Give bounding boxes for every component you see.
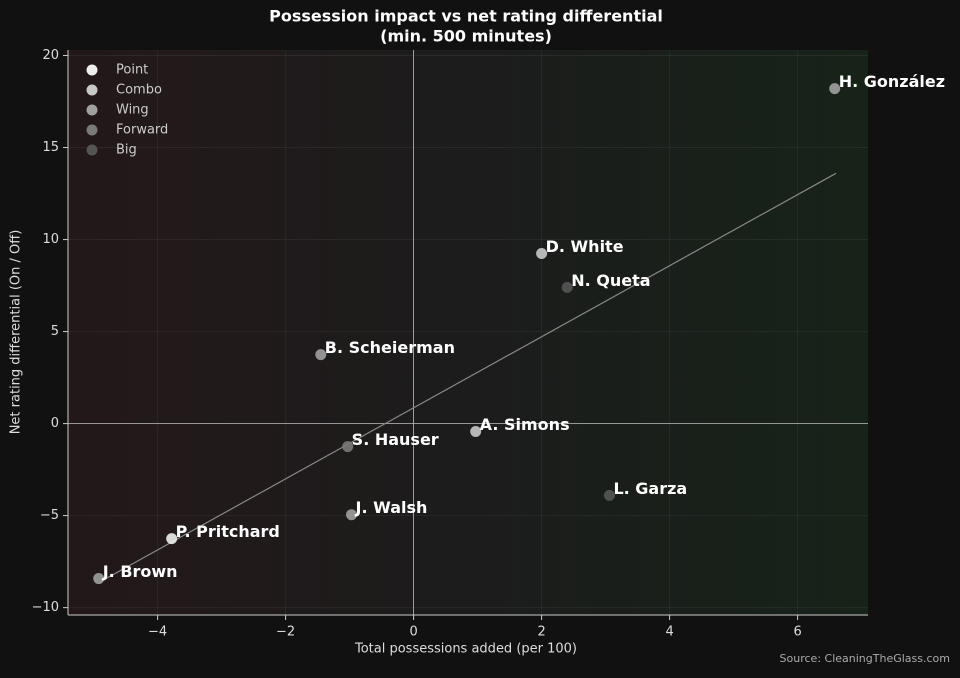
source-note: Source: CleaningTheGlass.com <box>780 652 950 665</box>
y-tick-label: 15 <box>42 140 59 155</box>
y-tick-label: −5 <box>40 508 59 523</box>
x-tick-label: 6 <box>793 625 801 640</box>
data-point <box>470 426 482 438</box>
point-label: A. Simons <box>480 415 570 434</box>
chart-subtitle: (min. 500 minutes) <box>380 27 552 46</box>
legend-marker <box>86 64 98 76</box>
legend-label: Point <box>116 63 148 78</box>
x-tick-label: −4 <box>148 625 167 640</box>
y-tick-label: 0 <box>51 416 59 431</box>
point-label: H. González <box>839 72 945 91</box>
legend-label: Forward <box>116 123 168 138</box>
data-point <box>561 281 573 293</box>
y-tick-label: 10 <box>42 232 59 247</box>
legend-label: Combo <box>116 83 162 98</box>
point-label: P. Pritchard <box>176 522 280 541</box>
data-point <box>536 248 548 260</box>
legend-marker <box>86 144 98 156</box>
data-point <box>342 441 354 453</box>
point-label: J. Walsh <box>355 498 428 517</box>
data-point <box>93 573 105 585</box>
x-tick-label: 0 <box>409 625 417 640</box>
point-label: L. Garza <box>613 479 687 498</box>
x-tick-label: −2 <box>276 625 295 640</box>
chart-title: Possession impact vs net rating differen… <box>269 7 663 26</box>
data-point <box>315 349 327 361</box>
point-label: D. White <box>546 237 624 256</box>
legend-marker <box>86 124 98 136</box>
point-label: S. Hauser <box>352 430 439 449</box>
x-axis-label: Total possessions added (per 100) <box>354 642 577 657</box>
y-axis-label: Net rating differential (On / Off) <box>9 230 24 435</box>
legend-marker <box>86 104 98 116</box>
legend-label: Wing <box>116 103 149 118</box>
trend-line <box>99 172 837 583</box>
data-point <box>346 509 358 521</box>
y-tick-label: 20 <box>42 48 59 63</box>
x-tick-label: 4 <box>665 625 673 640</box>
data-point <box>829 83 841 95</box>
point-label: N. Queta <box>571 271 650 290</box>
point-label: J. Brown <box>102 562 178 581</box>
legend-label: Big <box>116 143 137 158</box>
y-tick-label: −10 <box>32 600 59 615</box>
point-label: B. Scheierman <box>325 338 455 357</box>
data-point <box>166 533 178 545</box>
y-tick-label: 5 <box>51 324 59 339</box>
x-tick-label: 2 <box>537 625 545 640</box>
legend-marker <box>86 84 98 96</box>
data-point <box>603 489 615 501</box>
plot-area <box>68 50 868 615</box>
